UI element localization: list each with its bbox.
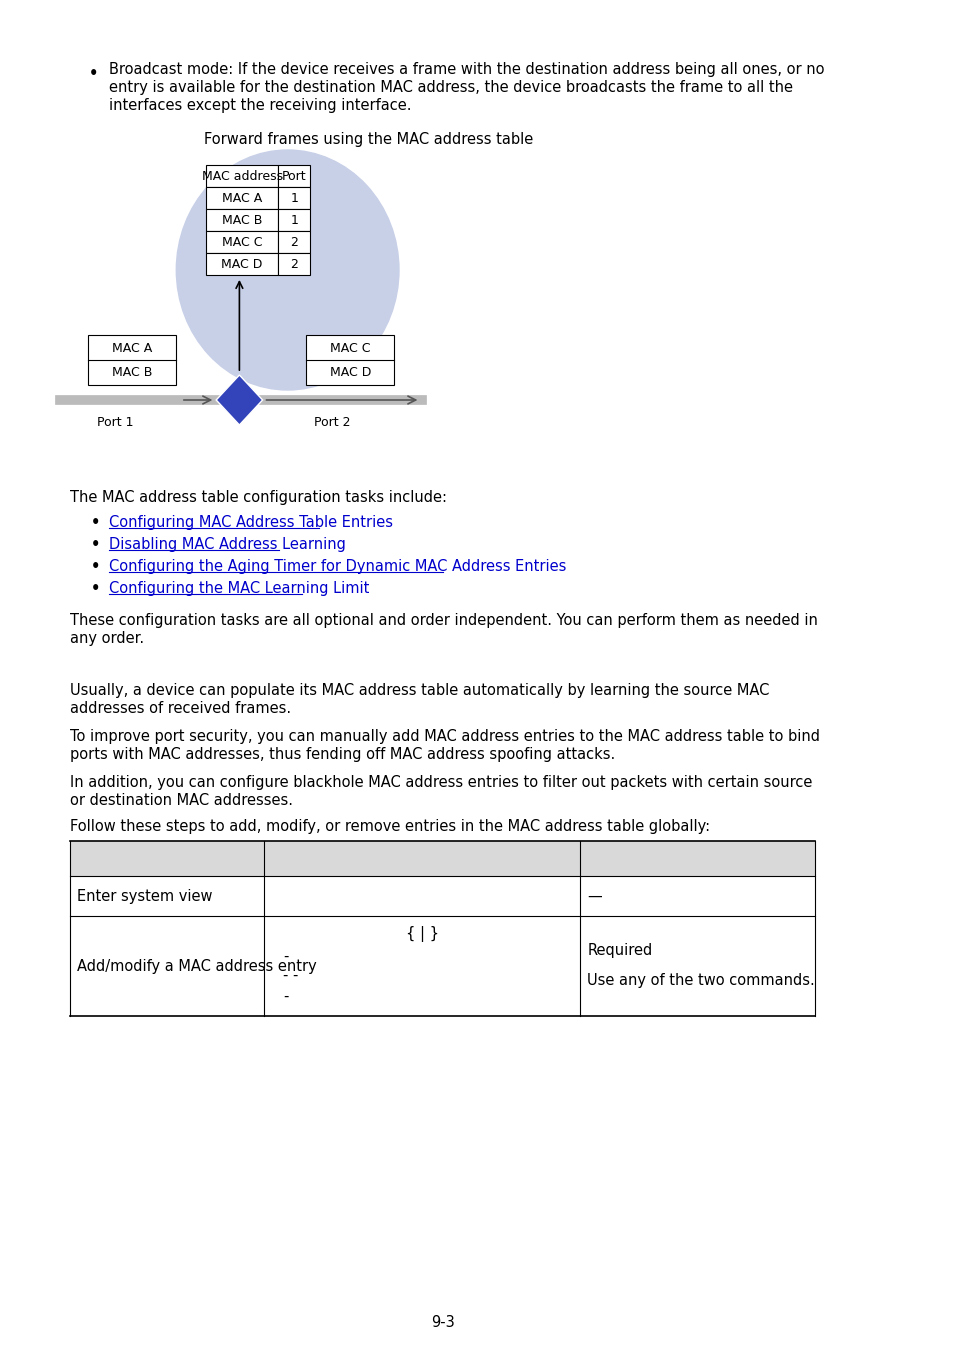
Bar: [264, 917, 579, 1017]
Text: addresses of received frames.: addresses of received frames.: [70, 701, 291, 716]
Text: Broadcast mode: If the device receives a frame with the destination address bein: Broadcast mode: If the device receives a…: [110, 62, 824, 77]
Bar: [70, 876, 264, 917]
Text: Port 2: Port 2: [314, 416, 350, 429]
Bar: [579, 917, 814, 1017]
Text: { | }: { | }: [405, 926, 438, 942]
Bar: [579, 876, 814, 917]
Text: These configuration tasks are all optional and order independent. You can perfor: These configuration tasks are all option…: [70, 613, 817, 628]
Bar: [70, 917, 264, 1017]
Bar: [278, 252, 310, 275]
Text: Port 1: Port 1: [97, 416, 133, 429]
Text: MAC D: MAC D: [329, 366, 371, 379]
Text: Add/modify a MAC address entry: Add/modify a MAC address entry: [77, 958, 316, 973]
Bar: [206, 188, 278, 209]
Bar: [278, 165, 310, 188]
Bar: [264, 876, 579, 917]
Text: MAC C: MAC C: [222, 235, 262, 248]
Text: any order.: any order.: [70, 630, 144, 647]
Text: •: •: [89, 66, 98, 81]
Text: MAC address: MAC address: [201, 170, 282, 182]
Text: 1: 1: [290, 213, 297, 227]
Text: Forward frames using the MAC address table: Forward frames using the MAC address tab…: [204, 132, 533, 147]
Bar: [206, 252, 278, 275]
Text: The MAC address table configuration tasks include:: The MAC address table configuration task…: [70, 490, 446, 505]
Text: •: •: [91, 580, 100, 595]
Bar: [278, 231, 310, 252]
Text: To improve port security, you can manually add MAC address entries to the MAC ad: To improve port security, you can manual…: [70, 729, 819, 744]
Text: Port: Port: [281, 170, 306, 182]
Bar: [278, 188, 310, 209]
Text: Configuring the MAC Learning Limit: Configuring the MAC Learning Limit: [110, 580, 370, 595]
Text: MAC C: MAC C: [330, 343, 370, 355]
Bar: [206, 231, 278, 252]
Text: •: •: [91, 537, 100, 552]
Text: Enter system view: Enter system view: [77, 888, 213, 903]
Text: -: -: [283, 949, 288, 964]
Bar: [70, 841, 264, 876]
Text: or destination MAC addresses.: or destination MAC addresses.: [70, 792, 293, 809]
Text: Follow these steps to add, modify, or remove entries in the MAC address table gl: Follow these steps to add, modify, or re…: [70, 819, 709, 834]
Text: interfaces except the receiving interface.: interfaces except the receiving interfac…: [110, 99, 412, 113]
Text: •: •: [91, 514, 100, 531]
Text: MAC D: MAC D: [221, 258, 263, 270]
Bar: [88, 335, 176, 385]
Circle shape: [176, 150, 398, 390]
Bar: [206, 209, 278, 231]
Text: Configuring the Aging Timer for Dynamic MAC Address Entries: Configuring the Aging Timer for Dynamic …: [110, 559, 566, 574]
Text: 2: 2: [290, 258, 297, 270]
Bar: [579, 841, 814, 876]
Text: -: -: [283, 988, 288, 1003]
Text: MAC A: MAC A: [222, 192, 262, 204]
Text: 2: 2: [290, 235, 297, 248]
Text: Configuring MAC Address Table Entries: Configuring MAC Address Table Entries: [110, 514, 393, 531]
Bar: [264, 841, 579, 876]
Text: Disabling MAC Address Learning: Disabling MAC Address Learning: [110, 537, 346, 552]
Text: —: —: [587, 888, 601, 903]
Bar: [206, 165, 278, 188]
Text: In addition, you can configure blackhole MAC address entries to filter out packe: In addition, you can configure blackhole…: [70, 775, 811, 790]
Text: 1: 1: [290, 192, 297, 204]
Text: - -: - -: [283, 968, 298, 984]
Text: 9-3: 9-3: [431, 1315, 454, 1330]
Text: MAC B: MAC B: [112, 366, 152, 379]
Text: ports with MAC addresses, thus fending off MAC address spoofing attacks.: ports with MAC addresses, thus fending o…: [70, 747, 614, 761]
Text: •: •: [91, 559, 100, 574]
Text: Required: Required: [587, 944, 652, 958]
Text: MAC B: MAC B: [222, 213, 262, 227]
Polygon shape: [216, 375, 262, 425]
Text: entry is available for the destination MAC address, the device broadcasts the fr: entry is available for the destination M…: [110, 80, 793, 94]
Text: Use any of the two commands.: Use any of the two commands.: [587, 973, 814, 988]
Bar: [306, 335, 394, 385]
Text: MAC A: MAC A: [112, 343, 152, 355]
Text: Usually, a device can populate its MAC address table automatically by learning t: Usually, a device can populate its MAC a…: [70, 683, 768, 698]
Bar: [278, 209, 310, 231]
